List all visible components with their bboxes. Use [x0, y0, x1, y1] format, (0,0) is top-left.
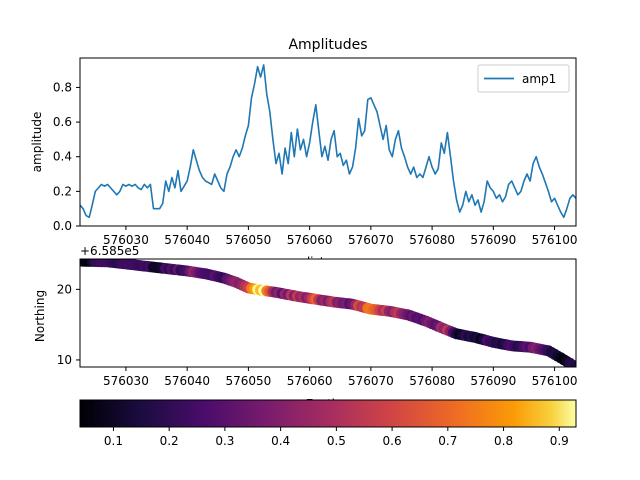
colorbar-tick-label: 0.4	[271, 434, 290, 448]
amplitude-axes: Amplitudes 576030 576040 576050 576060 57607…	[30, 37, 577, 269]
easting-tick-label: 576050	[225, 374, 271, 388]
easting-tick-label: 576060	[287, 374, 333, 388]
y-tick-label: 0.8	[53, 80, 72, 94]
x-tick-label: 576060	[287, 233, 333, 247]
track-point	[570, 361, 576, 367]
colorbar-tick-label: 0.2	[160, 434, 179, 448]
colorbar-tick-label: 0.9	[550, 434, 569, 448]
easting-tick-label: 576100	[532, 374, 578, 388]
legend: amp1	[477, 64, 570, 93]
easting-tick-label: 576080	[409, 374, 455, 388]
colorbar: 0.1 0.2 0.3 0.4 0.5 0.6 0.7 0.8 0.9	[79, 399, 577, 448]
y-tick-label: 0.0	[53, 219, 72, 233]
x-tick-label: 576090	[470, 233, 516, 247]
y-tick-label: 0.6	[53, 115, 72, 129]
amp1-series-line	[80, 64, 576, 219]
easting-tick-label: 576090	[470, 374, 516, 388]
colorbar-gradient	[79, 399, 577, 428]
colorbar-tick-label: 0.5	[327, 434, 346, 448]
colorbar-tick-label: 0.7	[438, 434, 457, 448]
track-axes: 576030 576040 576050 576060 576070 576080 5760…	[33, 244, 578, 411]
northing-tick-label: 20	[57, 282, 72, 296]
easting-tick-label: 576030	[103, 374, 149, 388]
northing-axis-label: Northing	[33, 290, 47, 342]
x-tick-label: 576030	[103, 233, 149, 247]
northing-tick-label: 10	[57, 353, 72, 367]
y-tick-label: 0.2	[53, 184, 72, 198]
amplitude-axes-frame	[79, 57, 577, 227]
x-tick-label: 576040	[164, 233, 210, 247]
colorbar-tick-label: 0.6	[383, 434, 402, 448]
colorbar-tick-label: 0.8	[494, 434, 513, 448]
y-tick-label: 0.4	[53, 150, 72, 164]
easting-tick-label: 576040	[164, 374, 210, 388]
x-tick-label: 576080	[409, 233, 455, 247]
y-axis-label: amplitude	[30, 112, 44, 173]
colorbar-tick-label: 0.1	[104, 434, 123, 448]
chart-title: Amplitudes	[288, 37, 367, 53]
legend-label-amp1: amp1	[522, 72, 556, 86]
colorbar-tick-label: 0.3	[215, 434, 234, 448]
x-tick-label: 576070	[348, 233, 394, 247]
y-offset-label: +6.585e5	[80, 244, 139, 258]
x-tick-label: 576050	[225, 233, 271, 247]
easting-tick-label: 576070	[348, 374, 394, 388]
x-tick-label: 576100	[532, 233, 578, 247]
track-axes-frame	[79, 258, 577, 368]
